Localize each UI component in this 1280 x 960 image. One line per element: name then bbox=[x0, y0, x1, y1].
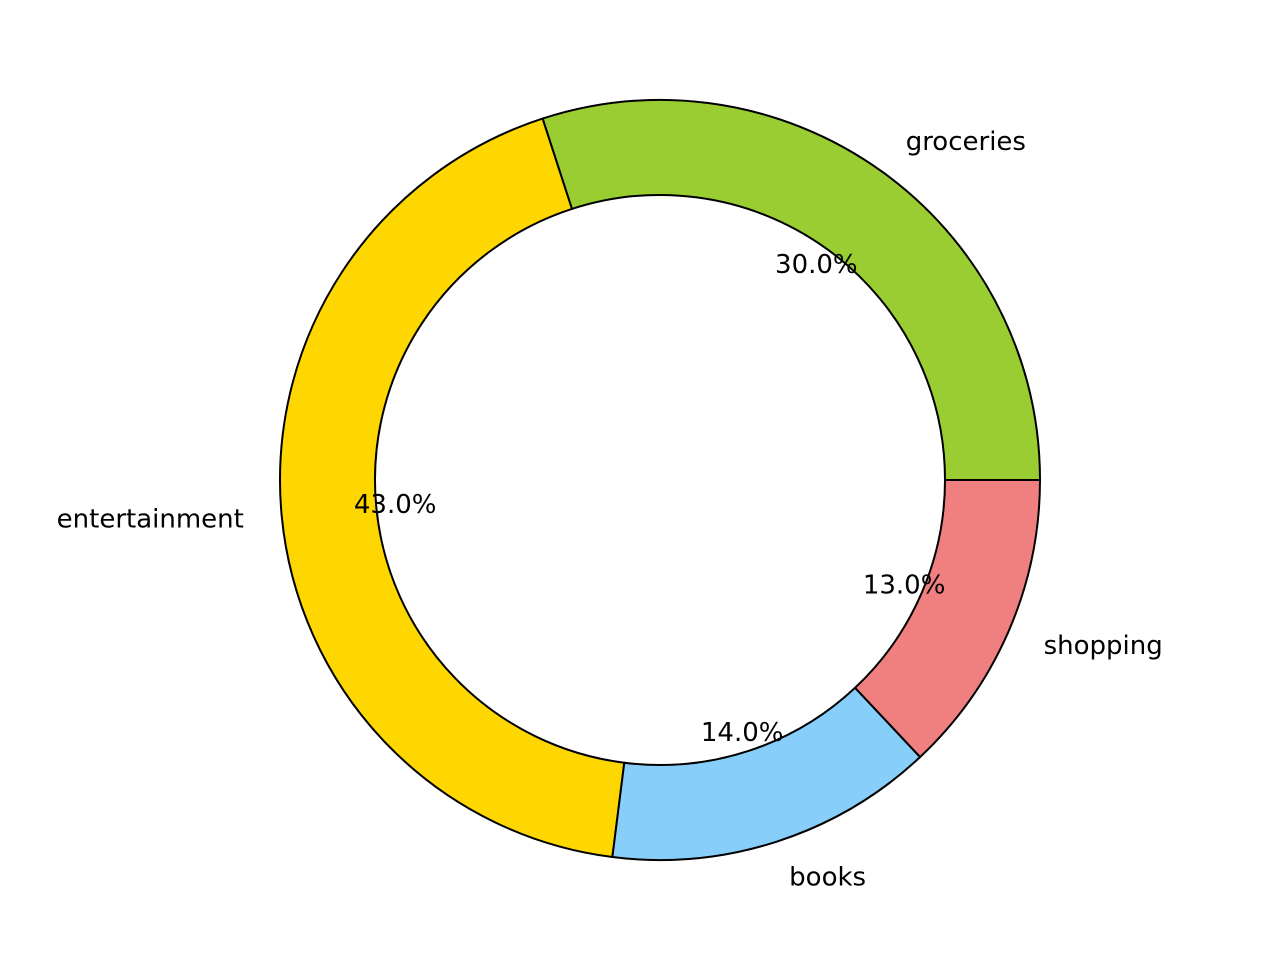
percent-label-books: 14.0% bbox=[701, 718, 784, 748]
percent-label-entertainment: 43.0% bbox=[354, 490, 437, 520]
slice-label-entertainment: entertainment bbox=[57, 504, 244, 534]
percent-label-shopping: 13.0% bbox=[863, 571, 946, 601]
slice-shopping bbox=[854, 479, 1041, 759]
slice-groceries bbox=[541, 99, 1041, 481]
slice-label-books: books bbox=[789, 863, 866, 893]
slice-label-groceries: groceries bbox=[906, 127, 1026, 157]
labels-layer: groceries 30.0% entertainment 43.0% books 14.… bbox=[57, 127, 1163, 893]
percent-label-groceries: 30.0% bbox=[775, 250, 858, 280]
slice-books bbox=[611, 686, 922, 862]
slice-entertainment bbox=[279, 117, 626, 859]
slices-layer bbox=[279, 99, 1041, 862]
slice-label-shopping: shopping bbox=[1044, 631, 1163, 661]
